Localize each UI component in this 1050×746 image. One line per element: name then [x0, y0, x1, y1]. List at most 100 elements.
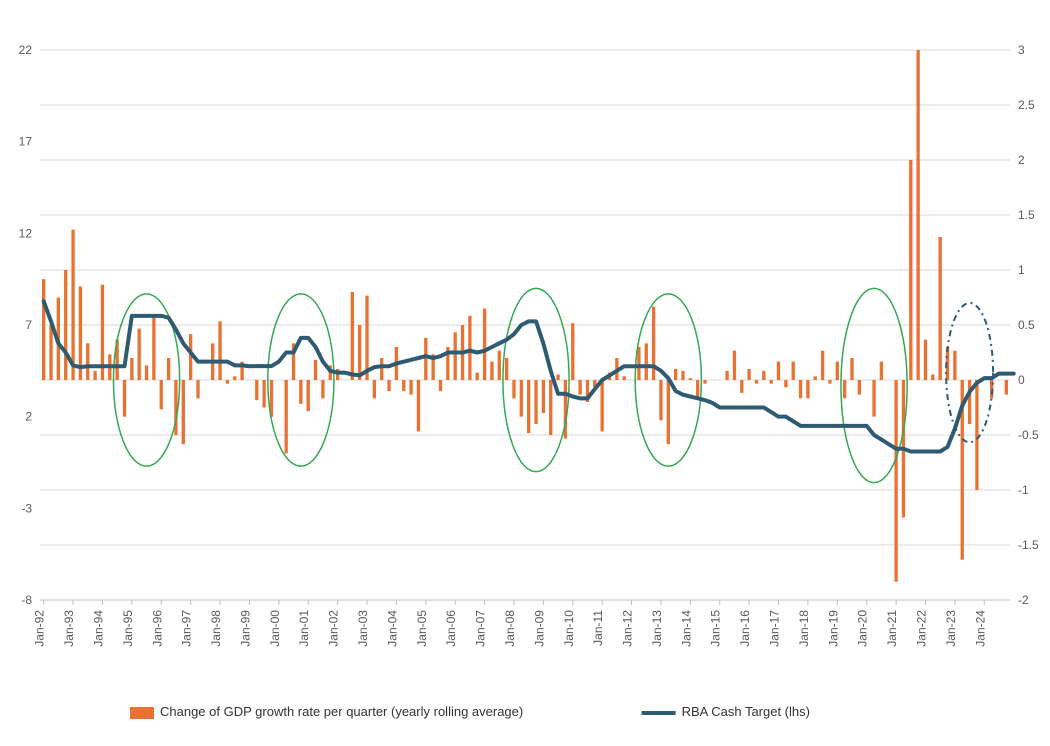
x-axis-tick-label: Jan-20	[856, 610, 870, 647]
gdp-change-bar	[152, 316, 155, 380]
gdp-change-bar	[578, 380, 581, 395]
gdp-change-bar	[42, 279, 45, 380]
x-axis-tick-label: Jan-94	[91, 610, 105, 647]
gdp-change-bar	[439, 380, 442, 391]
gdp-change-bar	[556, 375, 559, 381]
gdp-change-bar	[762, 371, 765, 380]
right-axis-tick-label: 1	[1018, 263, 1025, 277]
x-axis-tick-label: Jan-02	[327, 610, 341, 647]
gdp-change-bar	[218, 321, 221, 380]
x-axis-tick-label: Jan-93	[62, 610, 76, 647]
x-axis-tick-label: Jan-01	[297, 610, 311, 647]
gdp-change-bar	[373, 380, 376, 398]
gdp-change-bar	[689, 378, 692, 380]
gdp-change-bar	[93, 371, 96, 380]
left-axis-tick-label: 2	[25, 410, 32, 424]
gdp-change-bar	[387, 380, 390, 391]
right-axis-tick-label: -1	[1018, 483, 1029, 497]
gdp-change-bar	[71, 230, 74, 380]
gdp-change-bar	[321, 380, 324, 398]
gdp-change-bar	[667, 380, 670, 444]
x-axis-tick-label: Jan-21	[885, 610, 899, 647]
gdp-change-bar	[777, 362, 780, 380]
legend-swatch-bar	[130, 707, 154, 719]
gdp-change-bar	[314, 360, 317, 380]
gdp-change-bar	[417, 380, 420, 431]
x-axis-tick-label: Jan-12	[621, 610, 635, 647]
gdp-change-bar	[64, 270, 67, 380]
gdp-change-bar	[784, 380, 787, 387]
gdp-change-bar	[733, 351, 736, 380]
gdp-change-bar	[505, 358, 508, 380]
gdp-change-bar	[351, 292, 354, 380]
gdp-change-bar	[939, 237, 942, 380]
gdp-change-bar	[858, 380, 861, 395]
right-axis-tick-label: 2.5	[1018, 98, 1035, 112]
gdp-change-bar	[365, 296, 368, 380]
gdp-change-bar	[916, 50, 919, 380]
x-axis-tick-label: Jan-92	[33, 610, 47, 647]
gdp-change-bar	[601, 380, 604, 431]
x-axis-tick-label: Jan-00	[268, 610, 282, 647]
gdp-change-bar	[953, 351, 956, 380]
gdp-change-bar	[454, 332, 457, 380]
left-axis-tick-label: 22	[19, 43, 33, 57]
gdp-change-bar	[659, 380, 662, 420]
gdp-change-bar	[182, 380, 185, 444]
gdp-change-bar	[747, 369, 750, 380]
x-axis-tick-label: Jan-05	[415, 610, 429, 647]
gdp-change-bar	[931, 375, 934, 381]
x-axis-tick-label: Jan-14	[679, 610, 693, 647]
gdp-change-bar	[483, 309, 486, 381]
gdp-change-bar	[196, 380, 199, 398]
x-axis-tick-label: Jan-08	[503, 610, 517, 647]
x-axis-tick-label: Jan-10	[562, 610, 576, 647]
x-axis-tick-label: Jan-96	[150, 610, 164, 647]
gdp-change-bar	[138, 329, 141, 380]
gdp-change-bar	[637, 347, 640, 380]
gdp-change-bar	[468, 316, 471, 380]
gdp-change-bar	[836, 362, 839, 380]
left-axis-tick-label: -8	[21, 593, 32, 607]
gdp-change-bar	[1005, 380, 1008, 395]
right-axis-tick-label: 0	[1018, 373, 1025, 387]
gdp-change-bar	[850, 358, 853, 380]
gdp-change-bar	[924, 340, 927, 380]
gdp-change-bar	[285, 380, 288, 453]
left-axis-tick-label: 7	[25, 318, 32, 332]
x-axis-tick-label: Jan-22	[914, 610, 928, 647]
gdp-change-bar	[402, 380, 405, 391]
x-axis-tick-label: Jan-03	[356, 610, 370, 647]
x-axis-tick-label: Jan-19	[826, 610, 840, 647]
gdp-change-bar	[740, 380, 743, 393]
gdp-change-bar	[725, 371, 728, 380]
gdp-change-bar	[527, 380, 530, 433]
right-axis-tick-label: 0.5	[1018, 318, 1035, 332]
gdp-change-bar	[49, 325, 52, 380]
left-axis-tick-label: 17	[19, 135, 33, 149]
gdp-change-bar	[409, 380, 412, 395]
gdp-change-bar	[233, 376, 236, 380]
gdp-change-bar	[828, 380, 831, 384]
gdp-change-bar	[307, 380, 310, 411]
x-axis-tick-label: Jan-15	[709, 610, 723, 647]
x-axis-tick-label: Jan-09	[532, 610, 546, 647]
gdp-change-bar	[512, 380, 515, 398]
legend-label: Change of GDP growth rate per quarter (y…	[160, 704, 523, 719]
gdp-change-bar	[262, 380, 265, 408]
gdp-change-bar	[255, 380, 258, 400]
left-axis-tick-label: 12	[19, 226, 33, 240]
x-axis-tick-label: Jan-24	[973, 610, 987, 647]
x-axis-tick-label: Jan-95	[121, 610, 135, 647]
right-axis-tick-label: 3	[1018, 43, 1025, 57]
gdp-change-bar	[358, 325, 361, 380]
gdp-change-bar	[86, 343, 89, 380]
gdp-change-bar	[755, 380, 758, 384]
gdp-change-bar	[843, 380, 846, 398]
gdp-change-bar	[792, 362, 795, 380]
x-axis-tick-label: Jan-13	[650, 610, 664, 647]
gdp-change-bar	[534, 380, 537, 424]
right-axis-tick-label: 1.5	[1018, 208, 1035, 222]
gdp-change-bar	[799, 380, 802, 398]
gdp-change-bar	[814, 376, 817, 380]
